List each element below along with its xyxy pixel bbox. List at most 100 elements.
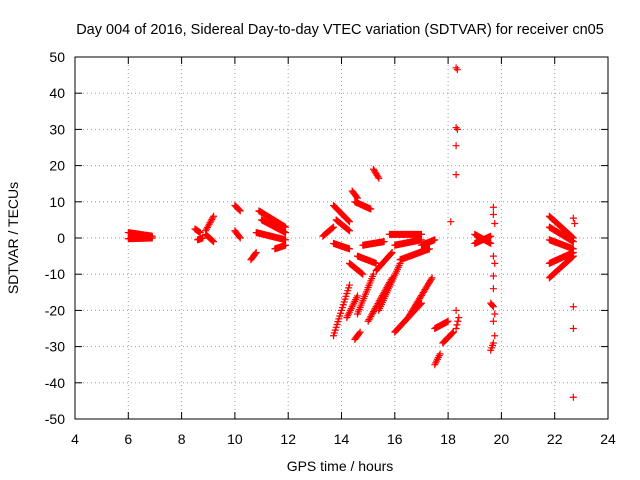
data-point bbox=[489, 203, 497, 211]
data-point bbox=[569, 325, 577, 332]
data-point bbox=[359, 270, 367, 278]
data-point bbox=[452, 306, 460, 314]
data-point bbox=[455, 314, 463, 322]
data-point bbox=[236, 207, 244, 215]
data-point bbox=[491, 259, 499, 267]
data-point bbox=[489, 252, 497, 260]
data-point bbox=[375, 174, 383, 182]
x-tick-label: 20 bbox=[494, 431, 510, 447]
data-point bbox=[210, 212, 218, 220]
y-tick-label: -10 bbox=[45, 266, 65, 282]
x-tick-label: 6 bbox=[124, 431, 132, 447]
data-point bbox=[235, 206, 243, 214]
data-point bbox=[252, 248, 260, 256]
data-point bbox=[425, 245, 433, 253]
data-point bbox=[345, 245, 353, 253]
data-point bbox=[345, 281, 353, 289]
data-point bbox=[489, 272, 497, 280]
data-point bbox=[487, 232, 495, 240]
data-point bbox=[453, 321, 461, 329]
data-point bbox=[210, 238, 218, 246]
data-point bbox=[491, 332, 499, 340]
data-point bbox=[444, 317, 452, 325]
data-point bbox=[491, 220, 499, 228]
y-tick-label: 50 bbox=[49, 49, 65, 65]
data-point bbox=[235, 233, 243, 241]
x-tick-label: 14 bbox=[334, 431, 350, 447]
data-point bbox=[196, 229, 204, 237]
y-axis-label: SDTVAR / TECUs bbox=[5, 182, 21, 294]
y-tick-label: 20 bbox=[49, 158, 65, 174]
data-point bbox=[449, 329, 457, 337]
x-tick-label: 10 bbox=[227, 431, 243, 447]
x-tick-label: 12 bbox=[280, 431, 296, 447]
x-tick-label: 24 bbox=[600, 431, 616, 447]
y-tick-label: -40 bbox=[45, 375, 65, 391]
data-point bbox=[569, 303, 577, 311]
data-point bbox=[569, 214, 577, 222]
data-point bbox=[355, 329, 363, 337]
data-point bbox=[452, 64, 460, 72]
data-point bbox=[453, 125, 461, 133]
y-tick-label: 0 bbox=[57, 230, 65, 246]
data-point bbox=[569, 248, 577, 256]
data-point bbox=[330, 223, 338, 231]
data-point bbox=[489, 285, 497, 293]
data-point bbox=[489, 302, 497, 310]
data-point bbox=[209, 214, 217, 222]
data-point bbox=[491, 310, 499, 318]
data-point bbox=[367, 205, 375, 213]
data-point bbox=[452, 142, 460, 150]
data-point bbox=[571, 220, 579, 228]
data-point bbox=[431, 236, 439, 244]
y-tick-label: 40 bbox=[49, 85, 65, 101]
y-tick-label: 10 bbox=[49, 194, 65, 210]
y-tick-label: -20 bbox=[45, 302, 65, 318]
grid bbox=[75, 57, 608, 419]
data-point bbox=[454, 317, 462, 325]
data-point bbox=[380, 238, 388, 246]
x-axis-label: GPS time / hours bbox=[287, 458, 394, 474]
data-point bbox=[356, 328, 364, 336]
data-point bbox=[569, 393, 577, 401]
data-point bbox=[374, 173, 382, 181]
data-point bbox=[345, 218, 353, 226]
data-point bbox=[358, 269, 366, 277]
data-point bbox=[353, 292, 361, 300]
data-point bbox=[452, 124, 460, 132]
data-point bbox=[345, 227, 353, 235]
data-point bbox=[427, 275, 435, 283]
ticks: 4 6 8 10 12 14 16 18 20 22 24 -50 -40 -30 -20 -10 0 10 20 3… bbox=[45, 49, 616, 447]
data-point bbox=[372, 259, 380, 267]
x-tick-label: 22 bbox=[547, 431, 563, 447]
y-tick-label: -30 bbox=[45, 339, 65, 355]
data-point bbox=[388, 274, 396, 282]
data-point bbox=[195, 228, 203, 236]
data-point bbox=[436, 350, 444, 358]
y-tick-label: -50 bbox=[45, 411, 65, 427]
data-point bbox=[369, 270, 377, 278]
data-point bbox=[282, 229, 290, 237]
y-tick-label: 30 bbox=[49, 121, 65, 137]
data-point bbox=[209, 237, 217, 245]
data-point bbox=[428, 274, 436, 282]
data-point bbox=[489, 339, 497, 347]
data-point bbox=[345, 217, 353, 225]
data-point bbox=[487, 239, 495, 247]
data-point bbox=[489, 303, 497, 311]
x-tick-label: 18 bbox=[440, 431, 456, 447]
data-points bbox=[124, 64, 579, 401]
data-point bbox=[388, 248, 396, 256]
data-point bbox=[236, 234, 244, 242]
data-point bbox=[251, 250, 259, 258]
x-tick-label: 16 bbox=[387, 431, 403, 447]
data-point bbox=[282, 241, 290, 249]
data-point bbox=[387, 249, 395, 257]
x-tick-label: 8 bbox=[178, 431, 186, 447]
data-point bbox=[449, 328, 457, 336]
data-point bbox=[452, 171, 460, 179]
data-point bbox=[453, 66, 461, 74]
data-point bbox=[447, 218, 455, 226]
data-point bbox=[148, 234, 156, 242]
